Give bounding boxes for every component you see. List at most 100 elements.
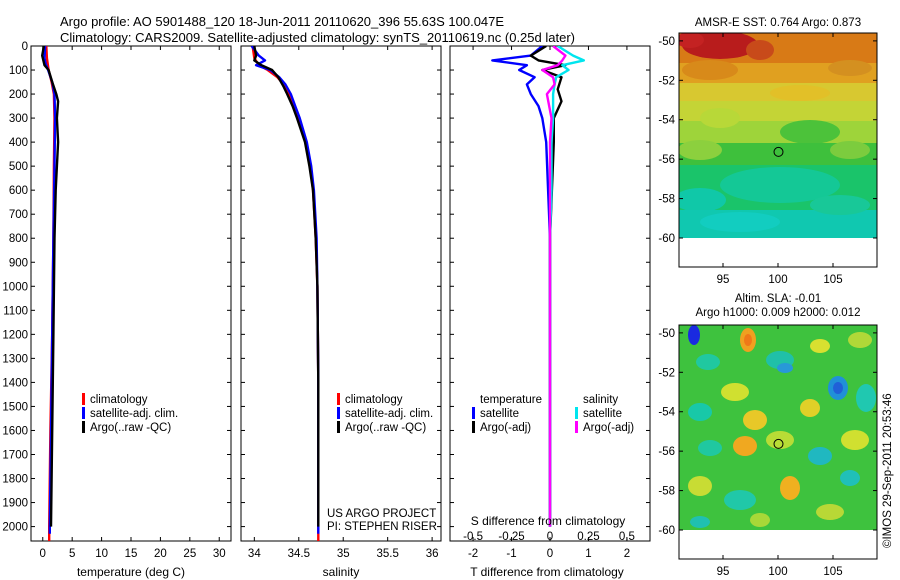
legend-swatch-t-argo [472, 421, 475, 433]
temperature-legend: climatology satellite-adj. clim. Argo(..… [82, 393, 178, 434]
lon-tick-label: 105 [823, 274, 842, 286]
temperature-x-label: temperature (deg C) [77, 565, 185, 579]
s-tick-label: -0.25 [498, 531, 524, 543]
depth-tick-label: 700 [9, 209, 28, 221]
lon-tick-label: 95 [717, 274, 730, 286]
argo-position-marker [773, 146, 784, 157]
difference-x-axis: -2 -1 0 1 2 [468, 46, 630, 560]
depth-tick-label: 1900 [2, 498, 28, 510]
depth-tick-label: 1000 [2, 281, 28, 293]
x-tick-label: 35 [337, 548, 350, 560]
difference-legend: temperature satellite Argo(-adj) salinit… [472, 394, 634, 434]
depth-tick-label: 1600 [2, 425, 28, 437]
legend-title-salinity: salinity [583, 394, 618, 406]
series-line [253, 46, 320, 527]
depth-tick-label: 1400 [2, 377, 28, 389]
legend-swatch-s-satellite [575, 407, 578, 419]
s-difference-ticks: -0.5 -0.25 0 0.25 0.5 [463, 531, 635, 543]
s-tick-label: 0 [547, 531, 553, 543]
salinity-x-label: salinity [323, 565, 360, 579]
lat-tick-label: -54 [658, 115, 675, 127]
x-tick-label: 25 [183, 548, 196, 560]
lat-tick-label: -50 [658, 36, 675, 48]
depth-tick-label: 1700 [2, 449, 28, 461]
depth-tick-label: 1200 [2, 329, 28, 341]
lat-tick-label: -50 [658, 328, 675, 340]
sla-map-title-line-1: Altim. SLA: -0.01 [735, 293, 821, 305]
s-tick-label: 0.5 [619, 531, 635, 543]
depth-tick-label: 1300 [2, 353, 28, 365]
x-tick-label: 36 [426, 548, 439, 560]
legend-swatch-s-argo [575, 421, 578, 433]
legend-swatch-satellite [82, 407, 85, 419]
x-tick-label: 0 [40, 548, 46, 560]
legend-label-s-argo: Argo(-adj) [583, 422, 634, 434]
x-tick-label: 10 [95, 548, 108, 560]
legend-swatch-satellite [337, 407, 340, 419]
legend-label-t-argo: Argo(-adj) [480, 422, 531, 434]
lat-tick-label: -56 [658, 446, 675, 458]
x-tick-label: 5 [69, 548, 75, 560]
temperature-lines [41, 46, 60, 541]
x-tick-label: -2 [468, 548, 478, 560]
argo-position-marker [773, 438, 784, 449]
depth-tick-label: 1500 [2, 401, 28, 413]
depth-tick-label: 0 [22, 41, 28, 53]
legend-swatch-argo [337, 421, 340, 433]
legend-label-climatology: climatology [345, 394, 403, 406]
s-difference-label: S difference from climatology [471, 514, 626, 528]
lat-tick-label: -58 [658, 486, 675, 498]
s-tick-label: 0.25 [577, 531, 599, 543]
difference-panel: -2 -1 0 1 2 T difference from climatology S … [449, 45, 651, 579]
lon-tick-label: 105 [823, 566, 842, 578]
series-line [250, 46, 320, 534]
lon-tick-label: 100 [768, 274, 787, 286]
depth-tick-label: 2000 [2, 522, 28, 534]
pi-annotation: PI: STEPHEN RISER [327, 521, 437, 533]
legend-swatch-climatology [82, 393, 85, 405]
legend-swatch-t-satellite [472, 407, 475, 419]
s-tick-label: -0.5 [463, 531, 483, 543]
sla-map: Altim. SLA: -0.01 Argo h1000: 0.009 h200… [658, 293, 878, 578]
sla-map-axes: -50 -52 -54 -56 -58 -60 95 100 105 [658, 325, 877, 578]
lat-tick-label: -58 [658, 194, 675, 206]
series-line [541, 46, 567, 527]
t-difference-label: T difference from climatology [470, 565, 624, 579]
legend-title-temperature: temperature [480, 394, 542, 406]
lat-tick-label: -60 [658, 233, 675, 245]
x-tick-label: 15 [125, 548, 138, 560]
difference-depth-ticks [450, 45, 650, 528]
legend-label-t-satellite: satellite [480, 408, 519, 420]
difference-lines [491, 46, 585, 527]
x-tick-label: 35.5 [376, 548, 398, 560]
sst-heatmap [679, 33, 877, 238]
lon-tick-label: 95 [717, 566, 730, 578]
header-line-1: Argo profile: AO 5901488_120 18-Jun-2011… [60, 14, 504, 29]
depth-tick-label: 500 [9, 161, 28, 173]
x-tick-label: 1 [585, 548, 591, 560]
depth-axis: 0 100 200 300 400 500 600 700 800 900 1000 1100 1200… [2, 41, 231, 534]
series-line [251, 46, 320, 541]
sla-heatmap [679, 325, 877, 530]
x-tick-label: 2 [624, 548, 630, 560]
x-tick-label: 20 [154, 548, 167, 560]
lat-tick-label: -56 [658, 154, 675, 166]
series-line [529, 46, 567, 527]
legend-swatch-climatology [337, 393, 340, 405]
x-tick-label: -1 [506, 548, 516, 560]
sst-map-title: AMSR-E SST: 0.764 Argo: 0.873 [695, 17, 861, 29]
depth-tick-label: 800 [9, 233, 28, 245]
legend-label-argo: Argo(..raw -QC) [345, 422, 426, 434]
depth-tick-label: 300 [9, 113, 28, 125]
header-line-2: Climatology: CARS2009. Satellite-adjuste… [60, 30, 575, 45]
temperature-axes-frame [30, 45, 232, 542]
legend-swatch-argo [82, 421, 85, 433]
salinity-panel: 34 34.5 35 35.5 36 salinity climatology sate… [240, 45, 442, 579]
x-tick-label: 34 [248, 548, 261, 560]
sla-map-title-line-2: Argo h1000: 0.009 h2000: 0.012 [696, 307, 861, 319]
depth-tick-label: 1100 [3, 305, 28, 317]
sst-map: AMSR-E SST: 0.764 Argo: 0.873 [658, 17, 878, 286]
depth-tick-label: 1800 [2, 474, 28, 486]
depth-tick-label: 900 [9, 257, 28, 269]
